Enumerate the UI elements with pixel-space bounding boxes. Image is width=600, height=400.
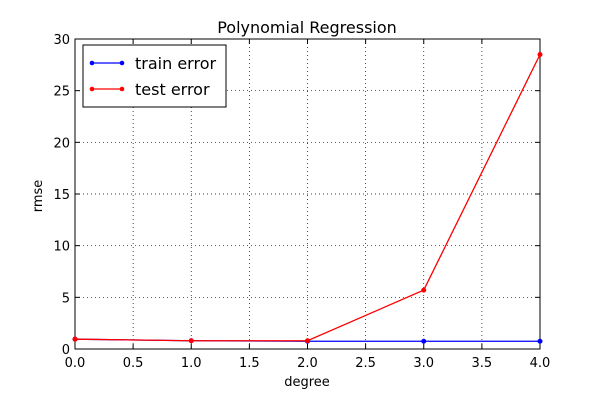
legend-marker-test: [119, 86, 125, 92]
y-tick-label: 25: [53, 85, 70, 100]
x-tick-label: 1.0: [181, 356, 202, 371]
data-point-train: [421, 338, 427, 344]
x-tick-label: 0.0: [65, 356, 86, 371]
legend-marker-train: [89, 60, 95, 66]
y-tick-label: 10: [53, 240, 70, 255]
series-test: [72, 52, 543, 344]
x-tick-label: 0.5: [123, 356, 144, 371]
y-tick-label: 20: [53, 136, 70, 151]
x-tick-label: 2.5: [355, 356, 376, 371]
legend-box: [82, 44, 227, 108]
chart-title: Polynomial Regression: [217, 18, 397, 37]
x-tick-label: 2.0: [297, 356, 318, 371]
data-point-test: [537, 52, 543, 57]
y-tick-label: 0: [62, 343, 70, 358]
y-tick-label: 15: [53, 188, 70, 203]
y-tick-label: 5: [62, 291, 70, 306]
legend-marker-test: [89, 86, 95, 92]
legend-marker-train: [119, 60, 125, 66]
data-point-test: [72, 336, 78, 342]
legend-label-test: test error: [135, 80, 210, 99]
data-point-train: [537, 338, 543, 344]
x-tick-label: 4.0: [530, 356, 551, 371]
data-point-test: [305, 338, 310, 344]
axis-ticks: 0.0 0.5 1.0 1.5 2.0 2.5 3.0 3.5 4.0 0 5 10 15 20 25 30: [53, 33, 550, 371]
series-layer: [72, 52, 543, 344]
x-axis-label: degree: [284, 375, 330, 390]
legend-label-train: train error: [135, 54, 216, 73]
y-axis-label: rmse: [31, 180, 46, 213]
x-tick-label: 1.5: [239, 356, 260, 371]
data-point-test: [421, 287, 427, 293]
x-tick-label: 3.0: [413, 356, 434, 371]
y-tick-label: 30: [53, 33, 70, 48]
legend: train error test error: [82, 44, 227, 108]
data-point-test: [188, 338, 194, 344]
x-tick-label: 3.5: [472, 356, 493, 371]
